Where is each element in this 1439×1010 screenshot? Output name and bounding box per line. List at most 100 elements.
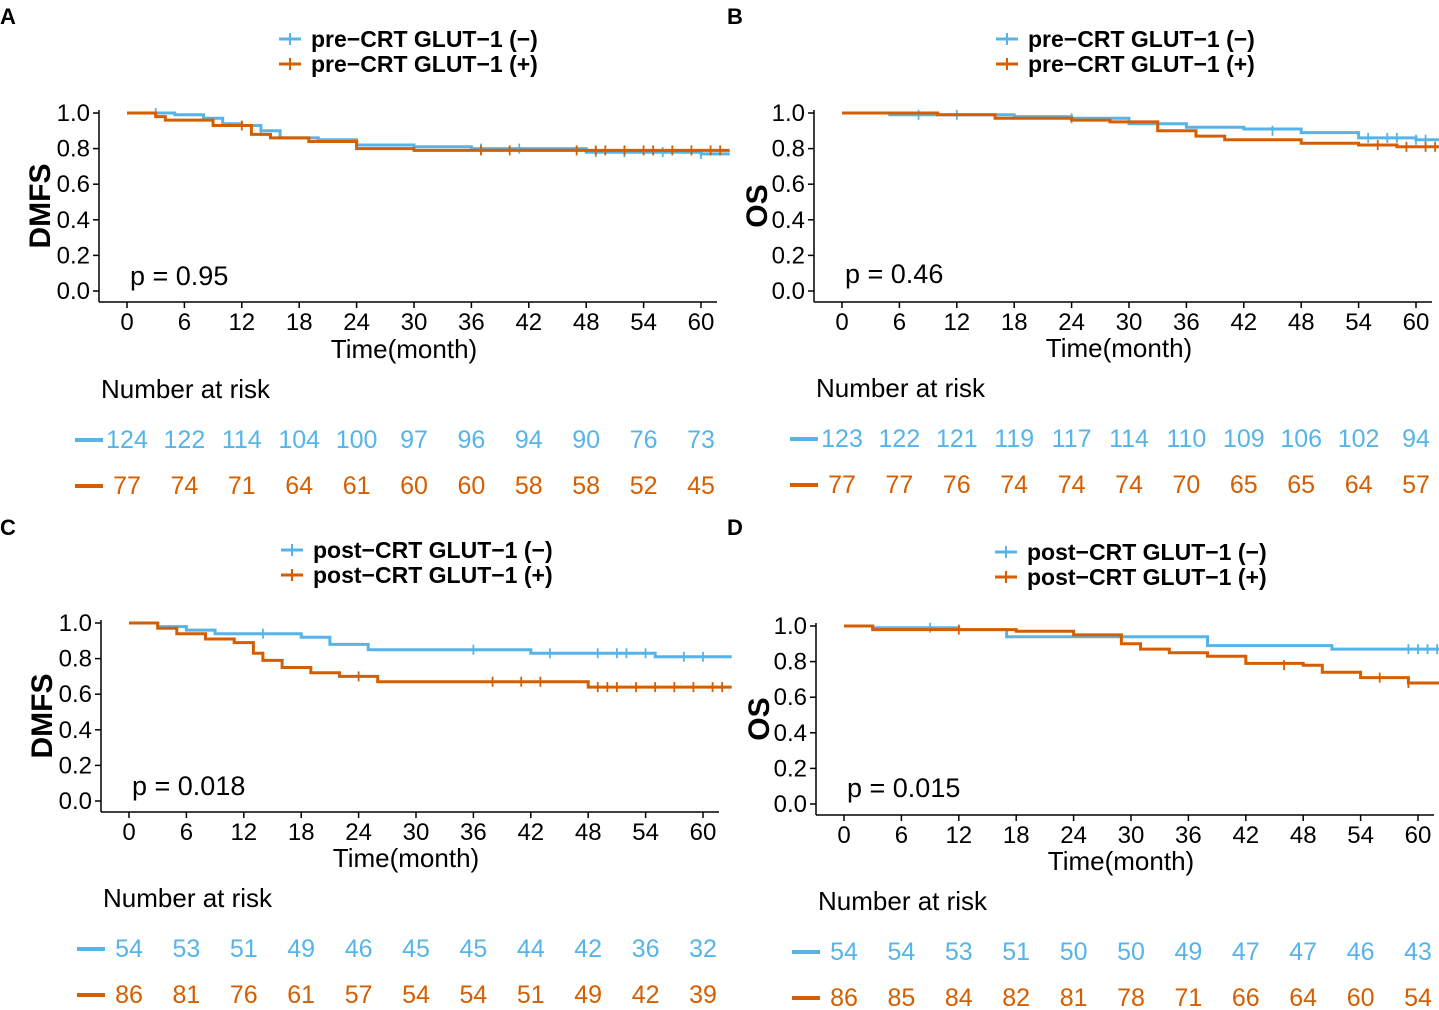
risk-count: 42 <box>574 935 602 963</box>
risk-count: 74 <box>1058 471 1086 499</box>
risk-table-title: Number at risk <box>103 883 273 913</box>
risk-count: 57 <box>345 981 373 1009</box>
x-tick-label: 12 <box>945 822 972 849</box>
x-tick-label: 24 <box>1060 822 1087 849</box>
y-tick-label: 0.0 <box>774 791 807 818</box>
x-tick-label: 0 <box>835 309 848 336</box>
risk-count: 47 <box>1232 938 1260 966</box>
panel-label: D <box>727 515 743 540</box>
risk-count: 39 <box>689 981 717 1009</box>
risk-count: 122 <box>879 425 921 453</box>
legend-entry: post−CRT GLUT−1 (+) <box>1027 564 1267 590</box>
x-tick-label: 24 <box>343 309 370 336</box>
risk-count: 61 <box>343 472 371 500</box>
y-tick-label: 0.4 <box>59 717 92 744</box>
km-curve-positive <box>129 621 732 689</box>
x-tick-label: 36 <box>458 309 485 336</box>
legend-entry: pre−CRT GLUT−1 (−) <box>311 26 538 52</box>
x-tick-label: 18 <box>1003 822 1030 849</box>
risk-count: 50 <box>1117 938 1145 966</box>
x-tick-label: 60 <box>1405 822 1432 849</box>
y-tick-label: 0.6 <box>772 171 805 198</box>
y-tick-label: 0.2 <box>57 242 90 269</box>
legend-entry: pre−CRT GLUT−1 (+) <box>1028 51 1255 77</box>
legend-entry: post−CRT GLUT−1 (+) <box>313 562 553 588</box>
risk-count: 66 <box>1232 984 1260 1010</box>
risk-count: 70 <box>1172 471 1200 499</box>
p-value: p = 0.018 <box>132 771 245 801</box>
x-tick-label: 54 <box>632 819 659 846</box>
risk-count: 46 <box>345 935 373 963</box>
risk-count: 76 <box>230 981 258 1009</box>
risk-count: 65 <box>1287 471 1315 499</box>
x-axis-title: Time(month) <box>1048 846 1194 876</box>
y-tick-label: 0.8 <box>774 649 807 676</box>
risk-count: 52 <box>630 472 658 500</box>
km-curve-negative <box>127 111 730 156</box>
risk-count: 86 <box>115 981 143 1009</box>
x-tick-label: 6 <box>178 309 191 336</box>
y-tick-label: 1.0 <box>57 100 90 127</box>
y-tick-label: 0.4 <box>57 207 90 234</box>
risk-count: 32 <box>689 935 717 963</box>
risk-count: 44 <box>517 935 545 963</box>
risk-count: 119 <box>994 425 1034 453</box>
risk-count: 36 <box>632 935 660 963</box>
risk-count: 109 <box>1223 425 1265 453</box>
x-tick-label: 36 <box>1173 309 1200 336</box>
risk-count: 54 <box>1404 984 1432 1010</box>
x-tick-label: 18 <box>288 819 315 846</box>
risk-count: 53 <box>172 935 200 963</box>
risk-count: 78 <box>1117 984 1145 1010</box>
legend-entry: pre−CRT GLUT−1 (+) <box>311 51 538 77</box>
x-tick-label: 42 <box>1230 309 1257 336</box>
y-tick-label: 0.4 <box>774 720 807 747</box>
risk-count: 45 <box>459 935 487 963</box>
x-tick-label: 42 <box>517 819 544 846</box>
x-tick-label: 36 <box>460 819 487 846</box>
risk-count: 114 <box>1109 425 1149 453</box>
risk-count: 97 <box>400 426 428 454</box>
risk-count: 86 <box>830 984 858 1010</box>
risk-count: 122 <box>164 426 206 454</box>
risk-count: 90 <box>572 426 600 454</box>
risk-count: 60 <box>1347 984 1375 1010</box>
risk-count: 49 <box>574 981 602 1009</box>
y-tick-label: 0.0 <box>59 788 92 815</box>
y-tick-label: 0.0 <box>57 278 90 305</box>
y-tick-label: 0.6 <box>59 681 92 708</box>
x-tick-label: 6 <box>895 822 908 849</box>
risk-count: 110 <box>1166 425 1206 453</box>
risk-table-title: Number at risk <box>101 374 271 404</box>
risk-count: 117 <box>1052 425 1092 453</box>
y-tick-label: 0.2 <box>772 242 805 269</box>
km-curve-positive <box>127 111 730 152</box>
risk-count: 46 <box>1347 938 1375 966</box>
risk-count: 102 <box>1338 425 1380 453</box>
risk-count: 51 <box>1002 938 1030 966</box>
risk-count: 49 <box>287 935 315 963</box>
p-value: p = 0.46 <box>845 259 943 289</box>
y-axis-title: DMFS <box>26 674 59 759</box>
risk-count: 94 <box>1402 425 1430 453</box>
risk-count: 47 <box>1289 938 1317 966</box>
x-tick-label: 12 <box>943 309 970 336</box>
risk-count: 76 <box>943 471 971 499</box>
risk-count: 124 <box>106 426 148 454</box>
p-value: p = 0.95 <box>130 261 228 291</box>
x-tick-label: 48 <box>575 819 602 846</box>
risk-count: 114 <box>222 426 262 454</box>
risk-count: 121 <box>936 425 978 453</box>
y-tick-label: 1.0 <box>774 613 807 640</box>
legend-entry: post−CRT GLUT−1 (−) <box>1027 539 1267 565</box>
x-tick-label: 6 <box>893 309 906 336</box>
x-tick-label: 42 <box>1232 822 1259 849</box>
legend-entry: pre−CRT GLUT−1 (−) <box>1028 26 1255 52</box>
panel-label: A <box>0 4 16 29</box>
x-tick-label: 18 <box>1001 309 1028 336</box>
risk-count: 71 <box>1174 984 1202 1010</box>
risk-count: 58 <box>515 472 543 500</box>
km-curve-positive <box>842 111 1439 149</box>
